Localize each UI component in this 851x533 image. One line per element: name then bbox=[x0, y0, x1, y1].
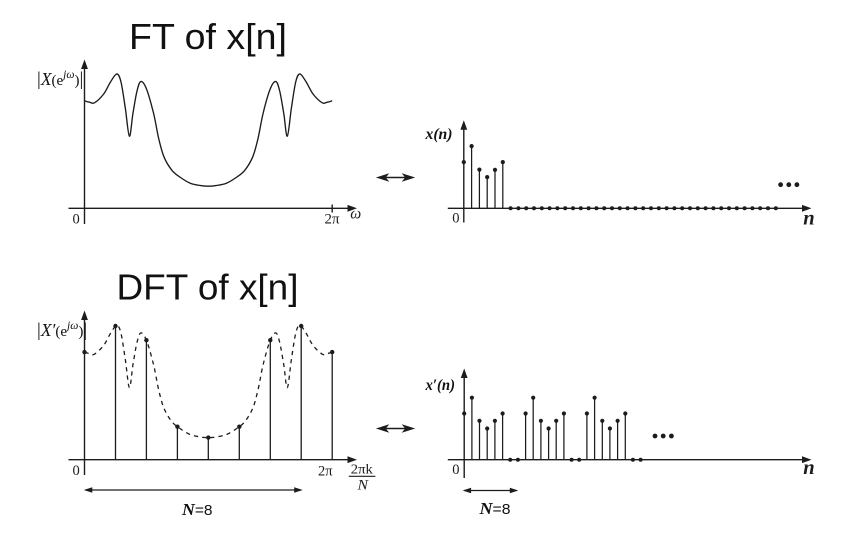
svg-text:N=8: N=8 bbox=[478, 499, 510, 518]
svg-text:N=8: N=8 bbox=[181, 500, 213, 519]
svg-text:N: N bbox=[356, 478, 369, 494]
svg-text:0: 0 bbox=[452, 462, 459, 478]
svg-text:DFT of x[n]: DFT of x[n] bbox=[117, 267, 299, 308]
svg-text:0: 0 bbox=[73, 463, 80, 479]
svg-text:2π: 2π bbox=[318, 464, 333, 480]
svg-text:x′(n): x′(n) bbox=[425, 377, 455, 394]
svg-text:2πk: 2πk bbox=[351, 461, 373, 476]
svg-text:|X(ejω)|: |X(ejω)| bbox=[37, 69, 83, 90]
svg-text:0: 0 bbox=[73, 212, 80, 228]
svg-text:0: 0 bbox=[452, 211, 459, 227]
svg-text:x(n): x(n) bbox=[424, 126, 452, 143]
svg-text:|X′(ejω)|: |X′(ejω)| bbox=[37, 320, 87, 341]
svg-text:ω: ω bbox=[350, 205, 361, 222]
svg-text:2π: 2π bbox=[325, 211, 340, 227]
svg-text:FT of x[n]: FT of x[n] bbox=[129, 16, 287, 57]
svg-text:n: n bbox=[803, 457, 814, 479]
svg-text:n: n bbox=[803, 208, 814, 230]
